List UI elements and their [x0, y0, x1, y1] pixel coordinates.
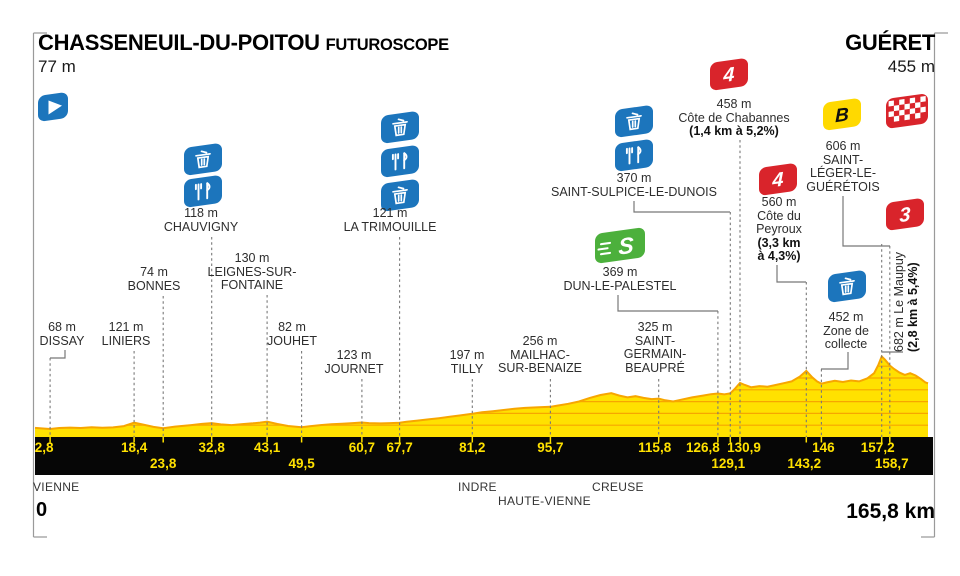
- km-tick-label: 18,4: [120, 439, 148, 455]
- km-tick-label: 49,5: [288, 455, 315, 471]
- waypoint-label-dun-le-palestel: 369 m DUN-LE-PALESTEL: [563, 265, 677, 293]
- waypoint-label-chauvigny: 118 m CHAUVIGNY: [163, 206, 239, 234]
- category-4-badge-icon: 4: [708, 56, 750, 99]
- department-label: CREUSE: [592, 480, 644, 494]
- food-icon: [182, 173, 224, 216]
- category-3-badge-icon: 3: [884, 196, 926, 239]
- svg-text:3: 3: [899, 204, 910, 227]
- waypoint-label-dissay: 68 m DISSAY: [39, 320, 85, 348]
- km-tick-label: 115,8: [638, 439, 672, 455]
- trash-icon: [379, 109, 421, 152]
- svg-text:4: 4: [771, 169, 783, 193]
- km-tick-label: 43,1: [253, 439, 281, 455]
- sprint-badge-icon: S: [590, 226, 650, 273]
- km-tick-label: 32,8: [198, 439, 225, 455]
- waypoint-label-bonnes: 74 m BONNES: [127, 265, 181, 293]
- category-4-badge-icon: 4: [757, 161, 799, 204]
- trash-icon: [613, 103, 655, 146]
- waypoint-label-mailhac: 256 m MAILHAC- SUR-BENAIZE: [497, 334, 583, 375]
- waypoint-label-le-maupuy: 682 m Le Maupuy (2,8 km à 5,4%): [892, 251, 920, 352]
- waypoint-label-tilly: 197 m TILLY: [449, 348, 485, 376]
- svg-text:S: S: [618, 232, 634, 260]
- km-tick-label: 67,7: [386, 439, 413, 455]
- km-tick-label: 60,7: [348, 439, 376, 455]
- km-tick-label: 157,2: [860, 439, 895, 455]
- department-label: HAUTE-VIENNE: [498, 494, 591, 508]
- km-start-label: 0: [36, 499, 48, 521]
- km-tick-label: 95,7: [537, 439, 564, 455]
- finish-badge-icon: [883, 91, 931, 138]
- trash-icon: [182, 141, 224, 184]
- km-tick-label: 126,8: [685, 439, 720, 455]
- waypoint-label-saint-germain-beaupre: 325 m SAINT- GERMAIN- BEAUPRÉ: [623, 320, 687, 375]
- km-tick-label: 23,8: [150, 455, 177, 471]
- finish-elevation: 455 m: [887, 57, 935, 76]
- finish-name: GUÉRET: [845, 30, 935, 55]
- km-total-label: 165,8 km: [846, 500, 935, 523]
- waypoint-label-saint-sulpice-le-dunois: 370 m SAINT-SULPICE-LE-DUNOIS: [550, 171, 718, 199]
- km-tick-label: 2,8: [34, 439, 54, 455]
- finish-header: GUÉRET 455 m: [845, 30, 935, 77]
- waypoint-label-cote-de-chabannes: 458 m Côte de Chabannes (1,4 km à 5,2%): [678, 97, 790, 138]
- department-label: VIENNE: [33, 480, 80, 494]
- start-elevation: 77 m: [38, 57, 76, 76]
- start-city-suffix: FUTUROSCOPE: [325, 36, 450, 54]
- waypoint-label-journet: 123 m JOURNET: [324, 348, 384, 376]
- bonus-badge-icon: B: [821, 96, 863, 139]
- waypoint-label-liniers: 121 m LINIERS: [101, 320, 151, 348]
- trash-icon: [379, 177, 421, 220]
- km-tick-label: 143,2: [787, 455, 822, 471]
- start-header: CHASSENEUIL-DU-POITOU FUTUROSCOPE 77 m: [38, 30, 449, 77]
- department-label: INDRE: [458, 480, 497, 494]
- waypoint-label-jouhet: 82 m JOUHET: [267, 320, 317, 348]
- food-icon: [613, 137, 655, 180]
- km-tick-label: 81,2: [459, 439, 486, 455]
- km-tick-label: 146: [812, 439, 835, 455]
- km-tick-label: 130,9: [727, 439, 761, 455]
- start-city: CHASSENEUIL-DU-POITOU: [38, 30, 320, 55]
- startflag-badge-icon: [36, 90, 70, 131]
- waypoint-label-cote-du-peyroux: 560 m Côte du Peyroux (3,3 km à 4,3%): [756, 195, 802, 263]
- trash-icon: [826, 268, 868, 311]
- waypoint-label-zone-de-collecte: 452 m Zone de collecte: [823, 310, 869, 351]
- svg-text:B: B: [835, 104, 849, 127]
- waypoint-label-la-trimouille: 121 m LA TRIMOUILLE: [343, 206, 437, 234]
- food-icon: [379, 143, 421, 186]
- km-tick-label: 129,1: [711, 455, 746, 471]
- svg-text:4: 4: [722, 64, 734, 88]
- start-name: CHASSENEUIL-DU-POITOU FUTUROSCOPE: [38, 30, 449, 56]
- waypoint-label-leignes: 130 m LEIGNES-SUR- FONTAINE: [207, 251, 297, 292]
- waypoint-label-saint-leger-le-gueretois: 606 m SAINT- LÉGER-LE- GUÉRÉTOIS: [806, 139, 880, 194]
- km-tick-label: 158,7: [874, 455, 909, 471]
